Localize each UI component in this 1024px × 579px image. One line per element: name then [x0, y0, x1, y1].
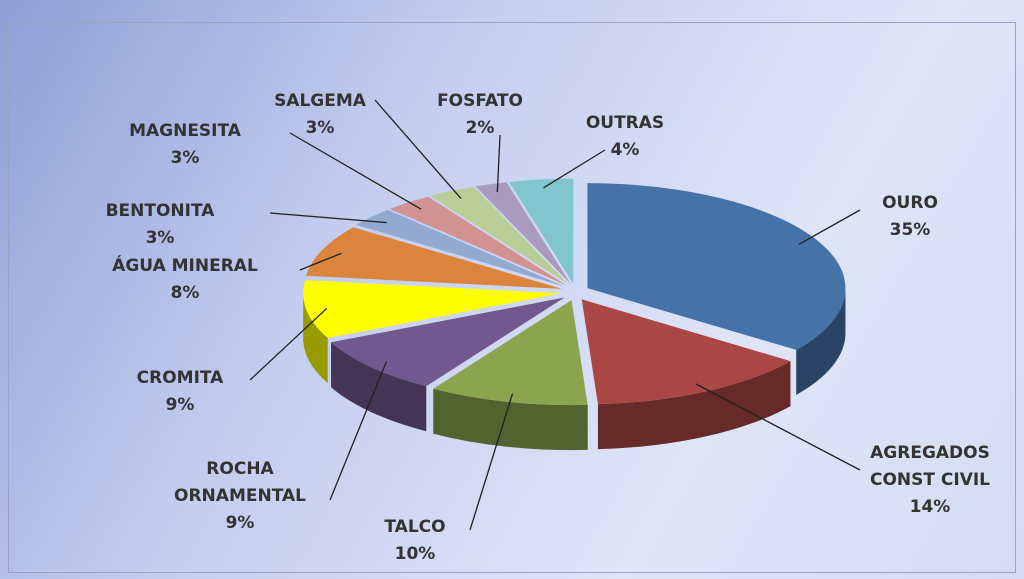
slice [475, 182, 571, 285]
slice [331, 297, 565, 387]
slice-label: OURO 35% [825, 190, 995, 244]
slice [306, 227, 562, 289]
chart-frame [8, 22, 1016, 573]
leader-line [329, 361, 388, 501]
slice-label: SALGEMA 3% [235, 88, 405, 142]
value-label: 9% [165, 395, 195, 415]
slice [509, 178, 574, 284]
slice-label: AGREGADOS CONST CIVIL 14% [845, 440, 1015, 521]
leader-line [543, 149, 606, 189]
value-label: 9% [225, 513, 255, 533]
category-label: FOSFATO [437, 91, 523, 111]
slice-side [331, 342, 427, 432]
leader-line [289, 132, 422, 210]
category-label: OUTRAS [585, 113, 665, 133]
category-label: OURO [882, 193, 938, 213]
value-label: 35% [889, 220, 931, 240]
value-label: 2% [465, 118, 495, 138]
slice [355, 209, 565, 287]
slice-side [796, 288, 846, 395]
slice [430, 186, 569, 285]
value-label: 14% [909, 497, 951, 517]
value-label: 3% [170, 148, 200, 168]
category-label: CROMITA [136, 368, 224, 388]
slice-side [433, 388, 588, 451]
slice-label: BENTONITA 3% [75, 198, 245, 252]
leader-line [299, 252, 342, 271]
leader-line [798, 209, 861, 245]
slice [587, 183, 846, 350]
category-label: AGREGADOS CONST CIVIL [869, 443, 991, 490]
category-label: ROCHA ORNAMENTAL [174, 459, 306, 506]
slice-side [303, 293, 328, 384]
slice-label: ÁGUA MINERAL 8% [100, 253, 270, 307]
value-label: 10% [394, 544, 436, 564]
category-label: MAGNESITA [129, 121, 241, 141]
slice-side [597, 361, 791, 450]
slice-label: OUTRAS 4% [540, 110, 710, 164]
slice-label: MAGNESITA 3% [100, 118, 270, 172]
slice [433, 300, 588, 406]
slice [303, 280, 562, 339]
category-label: ÁGUA MINERAL [112, 256, 258, 276]
slice [389, 196, 567, 286]
leader-line [269, 212, 387, 224]
slice-label: TALCO 10% [330, 514, 500, 568]
category-label: TALCO [384, 517, 446, 537]
slice-label: CROMITA 9% [95, 365, 265, 419]
value-label: 8% [170, 283, 200, 303]
slice-label: FOSFATO 2% [395, 88, 565, 142]
leader-line [695, 383, 861, 471]
leader-line [249, 307, 328, 381]
category-label: BENTONITA [105, 201, 215, 221]
value-label: 3% [145, 228, 175, 248]
value-label: 3% [305, 118, 335, 138]
category-label: SALGEMA [274, 91, 366, 111]
leader-line [496, 134, 501, 193]
slice [581, 299, 791, 405]
slice-label: ROCHA ORNAMENTAL 9% [155, 456, 325, 537]
leader-line [374, 99, 462, 199]
leader-line [469, 393, 514, 531]
value-label: 4% [610, 140, 640, 160]
